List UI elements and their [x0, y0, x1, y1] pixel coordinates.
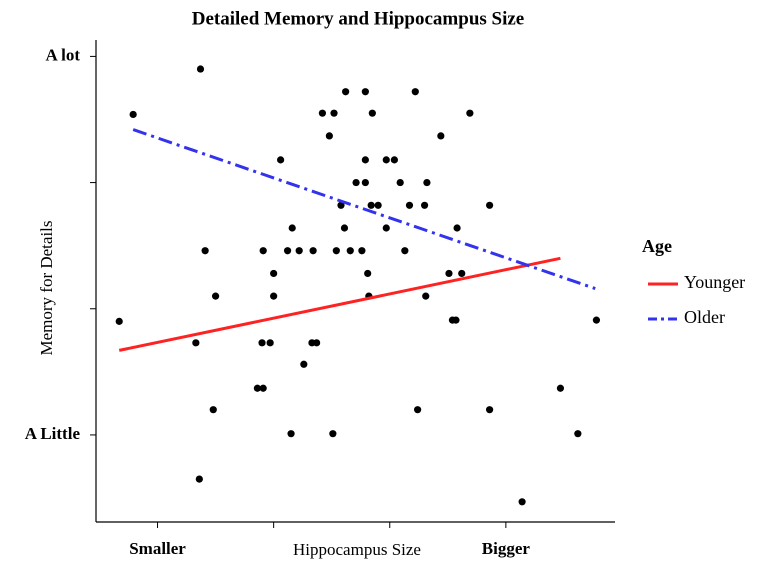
point: [368, 109, 376, 117]
point: [346, 247, 354, 255]
y-tick-label: A Little: [25, 424, 81, 443]
point: [374, 201, 382, 209]
point: [270, 292, 278, 300]
point: [367, 201, 375, 209]
point: [361, 88, 369, 96]
point: [259, 247, 267, 255]
point: [115, 317, 123, 325]
point: [390, 156, 398, 164]
point: [211, 292, 220, 300]
point: [332, 247, 340, 255]
legend-label: Younger: [684, 272, 745, 292]
point: [283, 247, 292, 255]
point: [411, 88, 419, 96]
point: [486, 406, 494, 414]
point: [270, 269, 278, 278]
point: [458, 269, 466, 278]
point: [209, 406, 217, 414]
point: [287, 430, 295, 438]
x-tick-label: Bigger: [482, 539, 531, 558]
point: [295, 247, 303, 255]
point: [277, 156, 285, 164]
point: [396, 178, 404, 187]
point: [309, 247, 317, 255]
point: [337, 201, 345, 209]
fit-line: [118, 256, 561, 352]
point: [358, 247, 366, 255]
point: [192, 339, 200, 347]
point: [300, 360, 308, 368]
point: [330, 109, 338, 117]
point: [486, 201, 494, 209]
point: [405, 201, 414, 209]
point: [420, 201, 429, 209]
point: [318, 109, 327, 117]
point: [253, 384, 261, 392]
point: [352, 178, 360, 187]
point: [574, 430, 582, 438]
point: [129, 110, 137, 119]
point: [329, 430, 337, 438]
point: [195, 475, 203, 483]
point: [422, 292, 430, 300]
point: [592, 316, 601, 324]
x-tick-label: Smaller: [129, 539, 186, 558]
point: [364, 269, 372, 278]
point: [258, 339, 266, 347]
point: [382, 156, 390, 164]
point: [201, 247, 209, 255]
point: [313, 339, 321, 347]
point: [518, 498, 526, 506]
point: [401, 247, 409, 255]
point: [361, 156, 369, 164]
point: [342, 88, 350, 96]
point: [196, 65, 205, 73]
point: [288, 224, 296, 232]
point: [259, 384, 267, 392]
point: [556, 384, 565, 392]
x-axis-label: Hippocampus Size: [293, 540, 421, 559]
point: [325, 132, 333, 140]
point: [340, 224, 349, 232]
y-tick-label: A lot: [46, 45, 81, 64]
point: [453, 224, 461, 232]
legend-label: Older: [684, 307, 725, 327]
point: [445, 269, 453, 278]
y-axis-label: Memory for Details: [37, 220, 56, 355]
point: [361, 178, 369, 187]
point: [437, 132, 445, 140]
point: [414, 406, 422, 414]
point: [452, 316, 460, 324]
chart-title: Detailed Memory and Hippocampus Size: [192, 8, 525, 29]
point: [466, 109, 474, 117]
legend-title: Age: [642, 236, 672, 256]
point: [382, 224, 390, 232]
fit-line: [132, 128, 596, 290]
point: [266, 339, 274, 347]
point: [423, 178, 431, 187]
